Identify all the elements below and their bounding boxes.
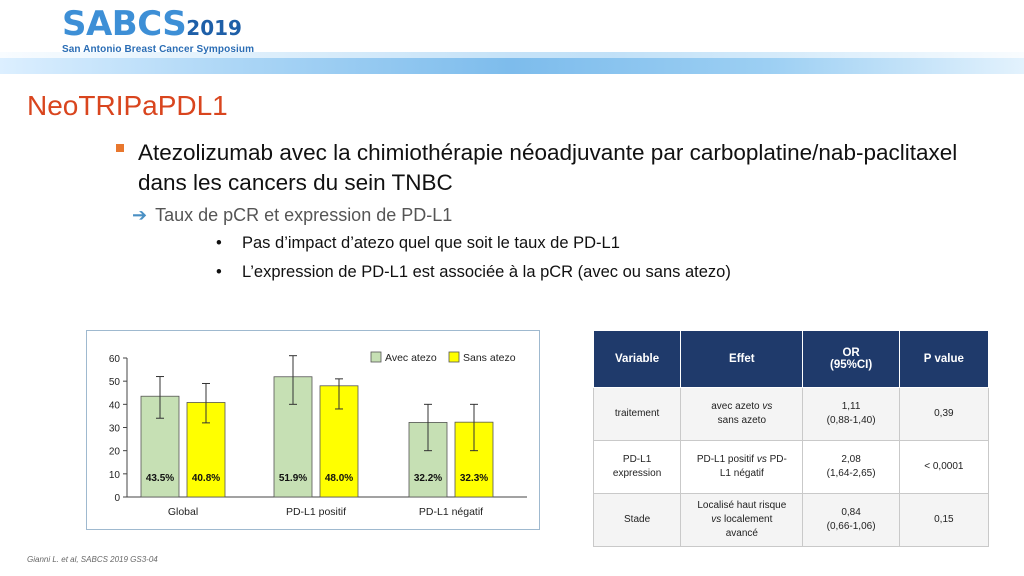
x-category-label: PD-L1 positif: [286, 506, 346, 518]
sub-bullet-text: Pas d’impact d’atezo quel que soit le ta…: [242, 234, 620, 252]
y-tick-label: 20: [109, 447, 121, 458]
table-cell: 0,84 (0,66-1,06): [802, 493, 900, 547]
main-bullet-text: Atezolizumab avec la chimiothérapie néoa…: [138, 140, 958, 195]
header-gradient-band: [0, 52, 1024, 74]
sub-bullet-1: • Pas d’impact d’atezo quel que soit le t…: [216, 234, 620, 253]
dot-bullet-icon: •: [216, 234, 222, 252]
table-row: Stade Localisé haut risque vs localement av…: [592, 493, 990, 547]
table-cell: traitement: [592, 387, 682, 441]
sub-bullet-2: • L’expression de PD-L1 est associée à la…: [216, 263, 731, 282]
bar-data-label: 43.5%: [146, 473, 174, 484]
table-header-cell: OR (95%CI): [802, 330, 900, 388]
arrow-item: ➔ Taux de pCR et expression de PD-L1: [132, 205, 452, 226]
table-cell: 0,39: [898, 387, 990, 441]
footnote: Gianni L. et al, SABCS 2019 GS3-04: [27, 555, 158, 564]
table-cell: 1,11 (0,88-1,40): [802, 387, 900, 441]
table-cell: < 0,0001: [898, 440, 990, 494]
y-tick-label: 50: [109, 377, 121, 388]
table-cell: PD-L1 expression: [592, 440, 682, 494]
y-tick-label: 0: [114, 493, 120, 504]
bar-data-label: 48.0%: [325, 473, 353, 484]
table-header-row: Variable Effet OR (95%CI) P value: [592, 330, 990, 388]
main-bullet: Atezolizumab avec la chimiothérapie néoa…: [116, 138, 996, 198]
legend-swatch: [448, 351, 460, 363]
table-row: traitement avec azeto vs sans azeto 1,11 (0,…: [592, 387, 990, 441]
table-row: PD-L1 expression PD-L1 positif vs PD- L1 né…: [592, 440, 990, 494]
x-category-label: PD-L1 négatif: [419, 506, 483, 518]
bar-data-label: 32.3%: [460, 473, 488, 484]
y-tick-label: 10: [109, 470, 121, 481]
table-cell: 2,08 (1,64-2,65): [802, 440, 900, 494]
y-tick-label: 40: [109, 400, 121, 411]
legend-swatch: [370, 351, 382, 363]
slide-title: NeoTRIPaPDL1: [27, 90, 228, 121]
sub-bullet-text: L’expression de PD-L1 est associée à la …: [242, 263, 731, 281]
pcr-bar-chart: 0 10 20 30 40 50 60 43.5% 40.8% Global 51.9% 48.0% P…: [86, 330, 540, 530]
arrow-item-text: Taux de pCR et expression de PD-L1: [155, 205, 453, 225]
logo-year: 2019: [186, 16, 242, 40]
y-tick-label: 30: [109, 424, 121, 435]
table-cell: Stade: [592, 493, 682, 547]
or-table: Variable Effet OR (95%CI) P value traitement…: [592, 330, 990, 547]
table-body: traitement avec azeto vs sans azeto 1,11 (0,…: [592, 387, 990, 547]
bar-data-label: 32.2%: [414, 473, 442, 484]
header-banner: SABCS2019 San Antonio Breast Cancer Symp…: [0, 0, 1024, 74]
table-cell: avec azeto vs sans azeto: [680, 387, 804, 441]
chart-canvas: 0 10 20 30 40 50 60 43.5% 40.8% Global 51.9% 48.0% P…: [109, 351, 527, 518]
square-bullet-icon: [116, 144, 124, 152]
legend-label: Avec atezo: [385, 352, 437, 364]
table-cell: 0,15: [898, 493, 990, 547]
table-header-cell: Effet: [680, 330, 804, 388]
table-cell: PD-L1 positif vs PD- L1 négatif: [680, 440, 804, 494]
legend-label: Sans atezo: [463, 352, 516, 364]
y-tick-label: 60: [109, 354, 121, 365]
logo-main-text: SABCS2019: [62, 4, 242, 44]
table-cell: Localisé haut risque vs localement avancé: [680, 493, 804, 547]
x-category-label: Global: [168, 506, 198, 518]
table-header-cell: Variable: [592, 330, 682, 388]
table-header-cell: P value: [898, 330, 990, 388]
sabcs-logo: SABCS2019 San Antonio Breast Cancer Symp…: [62, 6, 254, 55]
arrow-right-icon: ➔: [132, 205, 148, 225]
bar-data-label: 51.9%: [279, 473, 307, 484]
bar-data-label: 40.8%: [192, 473, 220, 484]
logo-subtitle: San Antonio Breast Cancer Symposium: [62, 44, 255, 55]
dot-bullet-icon: •: [216, 263, 222, 281]
